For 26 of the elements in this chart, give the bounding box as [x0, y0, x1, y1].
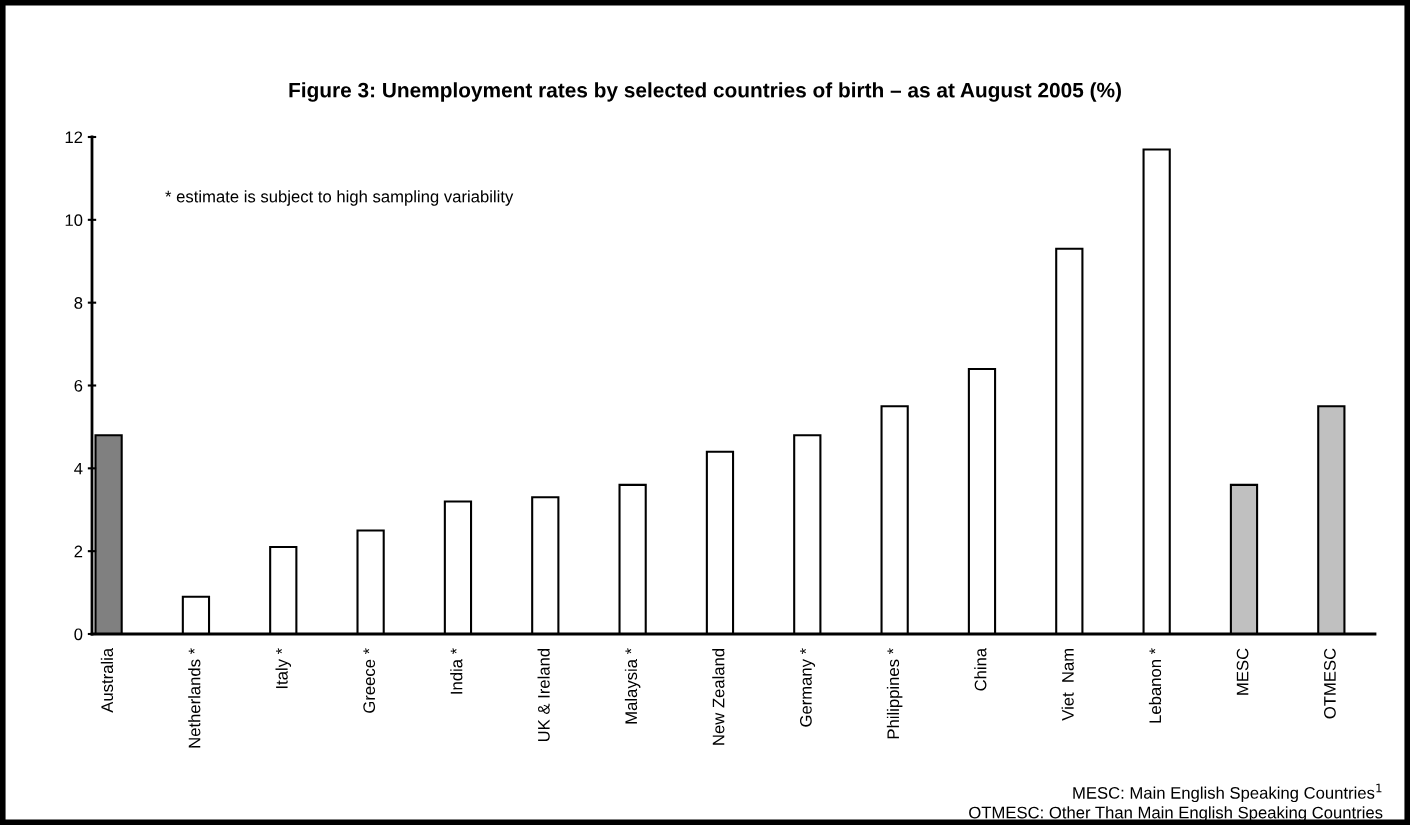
y-tick-label: 12 [65, 131, 83, 144]
annotation: * estimate is subject to high sampling variability [165, 190, 514, 206]
x-tick-label: China [974, 647, 987, 691]
x-tick-label: Malaysia * [624, 648, 641, 724]
x-tick-label: New Zealand [712, 648, 725, 745]
x-tick-label: Viet Nam [1061, 648, 1074, 721]
x-tick-label: OTMESC [1324, 648, 1336, 719]
x-tick-label: Greece * [363, 648, 376, 713]
text: OTMESC: Other Than Main English Speaking Countries [969, 806, 1383, 822]
y-tick-label: 4 [74, 462, 83, 475]
y-tick-label: 0 [74, 628, 83, 641]
x-tick-label: Italy * [275, 648, 292, 689]
y-tick-label: 10 [65, 214, 83, 227]
x-tick-label: Netherlands * [188, 648, 201, 748]
x-tick-label: Germany * [799, 648, 816, 727]
y-tick-label: 8 [74, 297, 83, 309]
y-tick-label: 2 [74, 545, 83, 558]
x-tick-label: MESC [1236, 648, 1249, 695]
text: MESC: Main English Speaking Countries$^{1}$ [1073, 783, 1382, 803]
x-tick-label: Philippines * [886, 648, 903, 739]
x-tick-label: India * [450, 648, 463, 694]
x-tick-label: UK & Ireland [537, 648, 550, 742]
chart-title: Figure 3: Unemployment rates by selected countries of birth – as at August 2005 (%) [289, 82, 1121, 102]
x-tick-label: Australia [100, 647, 114, 713]
y-tick-label: 6 [74, 379, 83, 392]
x-tick-label: Lebanon * [1148, 648, 1162, 723]
